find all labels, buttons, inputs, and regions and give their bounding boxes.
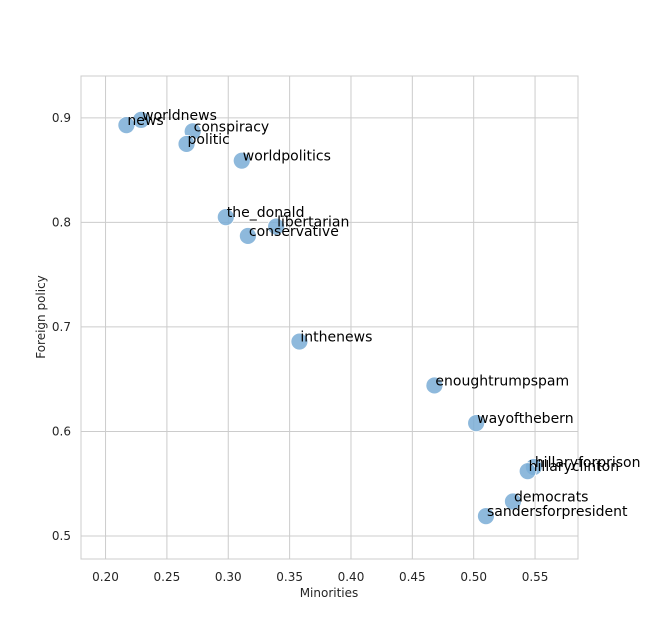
point-label: worldpolitics xyxy=(243,149,331,165)
y-axis-label: Foreign policy xyxy=(34,275,48,359)
data-point xyxy=(290,332,309,351)
data-point xyxy=(177,135,196,153)
y-tick-label: 0.5 xyxy=(52,529,71,543)
x-tick-label: 0.55 xyxy=(522,570,549,584)
y-tick-labels: 0.5 0.6 0.7 0.8 0.9 xyxy=(52,111,71,543)
x-tick-label: 0.25 xyxy=(154,570,181,584)
x-tick-label: 0.40 xyxy=(338,570,365,584)
point-label: hillaryforprison xyxy=(535,455,641,471)
point-label: politic xyxy=(188,132,230,148)
data-point xyxy=(425,376,444,395)
point-label: worldnews xyxy=(142,108,217,124)
data-point xyxy=(238,227,257,245)
plot-frame xyxy=(80,75,579,560)
point-label: conservative xyxy=(249,224,339,240)
point-label: hillaryclinton xyxy=(529,459,619,475)
point-label: enoughtrumpspam xyxy=(435,373,569,389)
y-tick-label: 0.9 xyxy=(52,111,71,125)
point-label: wayofthebern xyxy=(477,411,573,427)
x-tick-label: 0.20 xyxy=(92,570,119,584)
data-points xyxy=(117,111,543,526)
point-label: democrats xyxy=(514,490,589,506)
point-label: conspiracy xyxy=(194,119,270,135)
y-tick-label: 0.8 xyxy=(52,215,71,229)
data-point xyxy=(477,507,495,526)
y-tick-label: 0.7 xyxy=(52,320,71,334)
point-label: libertarian xyxy=(277,215,349,231)
x-tick-label: 0.30 xyxy=(215,570,242,584)
y-tick-label: 0.6 xyxy=(52,424,71,438)
point-label: the_donald xyxy=(227,205,305,221)
x-axis-label: Minorities xyxy=(300,586,359,600)
data-point xyxy=(232,151,251,170)
point-label: inthenews xyxy=(300,330,372,346)
data-point xyxy=(267,217,286,236)
grid-lines xyxy=(81,76,578,559)
data-point xyxy=(518,462,537,481)
data-point xyxy=(467,414,486,432)
data-point xyxy=(216,208,235,227)
x-tick-label: 0.50 xyxy=(460,570,487,584)
x-tick-label: 0.45 xyxy=(399,570,426,584)
point-label: sandersforpresident xyxy=(487,504,628,520)
point-label: news xyxy=(127,113,163,129)
data-point xyxy=(504,492,522,511)
x-tick-label: 0.35 xyxy=(276,570,303,584)
data-point xyxy=(117,116,136,135)
x-tick-labels: 0.20 0.25 0.30 0.35 0.40 0.45 0.50 0.55 xyxy=(92,570,548,584)
